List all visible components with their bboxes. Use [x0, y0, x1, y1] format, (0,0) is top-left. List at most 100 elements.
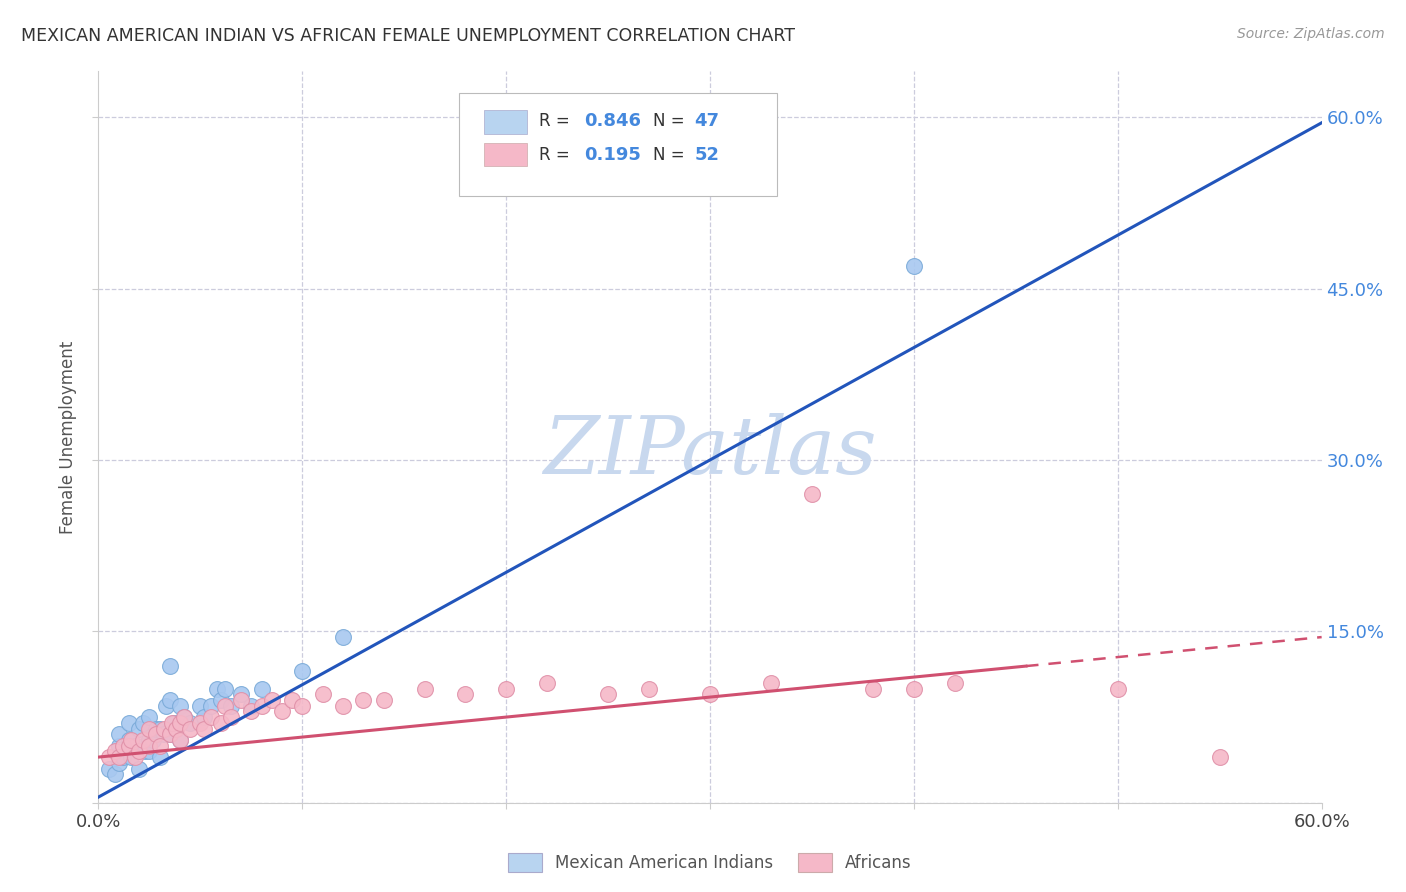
Point — [332, 630, 354, 644]
Point — [495, 681, 517, 696]
Point — [536, 675, 558, 690]
Point — [169, 733, 191, 747]
Point — [138, 733, 160, 747]
Point — [699, 687, 721, 701]
Point — [598, 687, 620, 701]
Point — [120, 750, 142, 764]
Point — [159, 727, 181, 741]
Point — [118, 739, 141, 753]
Point — [240, 698, 263, 713]
Point — [138, 722, 160, 736]
Point — [128, 744, 150, 758]
Text: ZIPatlas: ZIPatlas — [543, 413, 877, 491]
Point — [145, 722, 167, 736]
Point — [152, 722, 174, 736]
Point — [97, 750, 120, 764]
Point — [169, 698, 191, 713]
Point — [169, 733, 191, 747]
Point — [145, 727, 167, 741]
Point — [108, 739, 131, 753]
Point — [193, 710, 215, 724]
Point — [352, 693, 374, 707]
Point — [205, 681, 228, 696]
Point — [179, 715, 201, 730]
Point — [118, 715, 141, 730]
Point — [132, 715, 155, 730]
Point — [155, 698, 177, 713]
Text: Source: ZipAtlas.com: Source: ZipAtlas.com — [1237, 27, 1385, 41]
Point — [165, 722, 187, 736]
Point — [120, 733, 142, 747]
Point — [169, 715, 191, 730]
Text: 52: 52 — [695, 146, 718, 164]
Text: R =: R = — [538, 146, 575, 164]
Point — [124, 750, 146, 764]
Point — [165, 722, 187, 736]
Point — [281, 693, 304, 707]
Point — [240, 705, 263, 719]
Text: 47: 47 — [695, 112, 718, 130]
Point — [152, 727, 174, 741]
Point — [291, 698, 314, 713]
Point — [943, 675, 966, 690]
Point — [219, 710, 242, 724]
FancyBboxPatch shape — [484, 110, 526, 134]
Point — [160, 715, 183, 730]
Point — [173, 710, 195, 724]
Point — [219, 698, 242, 713]
Point — [209, 693, 232, 707]
Point — [214, 698, 236, 713]
Point — [291, 665, 314, 679]
FancyBboxPatch shape — [484, 143, 526, 167]
Text: N =: N = — [652, 146, 689, 164]
Point — [173, 710, 195, 724]
Point — [163, 715, 186, 730]
Point — [373, 693, 395, 707]
Point — [142, 733, 165, 747]
Point — [108, 750, 131, 764]
Point — [231, 687, 253, 701]
Point — [1107, 681, 1129, 696]
Point — [149, 722, 172, 736]
Point — [179, 722, 201, 736]
Point — [200, 698, 222, 713]
Point — [149, 739, 172, 753]
Point — [903, 681, 925, 696]
Point — [138, 710, 160, 724]
Point — [214, 681, 236, 696]
Point — [250, 698, 273, 713]
Point — [128, 722, 150, 736]
Point — [638, 681, 661, 696]
Point — [128, 744, 150, 758]
Point — [413, 681, 436, 696]
Point — [193, 722, 215, 736]
Point — [801, 487, 824, 501]
Point — [104, 767, 127, 781]
Point — [134, 744, 156, 758]
Text: N =: N = — [652, 112, 689, 130]
Point — [270, 705, 294, 719]
Point — [108, 727, 131, 741]
Point — [111, 739, 134, 753]
Point — [188, 715, 212, 730]
Point — [104, 744, 127, 758]
Point — [250, 681, 273, 696]
Point — [138, 744, 160, 758]
Text: R =: R = — [538, 112, 575, 130]
Y-axis label: Female Unemployment: Female Unemployment — [59, 341, 77, 533]
Point — [332, 698, 354, 713]
Point — [138, 739, 160, 753]
Point — [209, 715, 232, 730]
Text: 0.195: 0.195 — [583, 146, 641, 164]
Point — [862, 681, 884, 696]
Point — [188, 698, 212, 713]
Point — [159, 727, 181, 741]
Point — [132, 733, 155, 747]
Point — [312, 687, 335, 701]
Point — [903, 259, 925, 273]
Point — [149, 750, 172, 764]
Point — [200, 710, 222, 724]
Point — [231, 693, 253, 707]
Point — [118, 733, 141, 747]
Point — [260, 693, 283, 707]
